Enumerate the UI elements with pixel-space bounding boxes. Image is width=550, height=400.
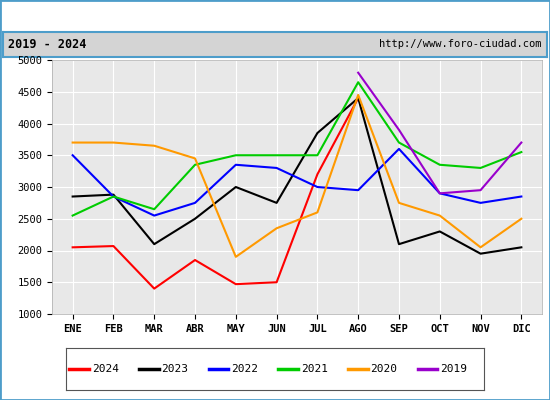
2024 (314, 172, 321, 177)
2024 (110, 244, 117, 248)
2023 (437, 229, 443, 234)
2021 (233, 153, 239, 158)
2021 (355, 80, 361, 85)
Line: 2020: 2020 (73, 95, 521, 257)
2022 (151, 213, 157, 218)
2023 (314, 131, 321, 136)
Text: 2021: 2021 (301, 364, 328, 374)
Line: 2024: 2024 (73, 98, 358, 289)
Text: http://www.foro-ciudad.com: http://www.foro-ciudad.com (379, 39, 542, 49)
2021 (518, 150, 525, 154)
2022 (477, 200, 484, 205)
2022 (233, 162, 239, 167)
2019 (477, 188, 484, 192)
2020 (355, 92, 361, 97)
2024 (355, 96, 361, 100)
2023 (518, 245, 525, 250)
2022 (69, 153, 76, 158)
2024 (192, 258, 199, 262)
2020 (437, 213, 443, 218)
2019 (395, 128, 402, 132)
2022 (192, 200, 199, 205)
2022 (437, 191, 443, 196)
Text: 2022: 2022 (231, 364, 258, 374)
2021 (192, 162, 199, 167)
2020 (314, 210, 321, 215)
2023 (233, 185, 239, 190)
2023 (151, 242, 157, 246)
2023 (110, 192, 117, 197)
Line: 2019: 2019 (358, 73, 521, 193)
2024 (273, 280, 280, 285)
2023 (273, 200, 280, 205)
2021 (395, 140, 402, 145)
2020 (395, 200, 402, 205)
2024 (151, 286, 157, 291)
2022 (395, 146, 402, 151)
2019 (437, 191, 443, 196)
2020 (69, 140, 76, 145)
2020 (192, 156, 199, 161)
2019 (518, 140, 525, 145)
2024 (69, 245, 76, 250)
2021 (151, 207, 157, 212)
Line: 2021: 2021 (73, 82, 521, 216)
Text: 2023: 2023 (162, 364, 189, 374)
2023 (69, 194, 76, 199)
2022 (518, 194, 525, 199)
2021 (437, 162, 443, 167)
2022 (355, 188, 361, 192)
2022 (314, 185, 321, 190)
2021 (69, 213, 76, 218)
2023 (395, 242, 402, 246)
Text: 2024: 2024 (92, 364, 119, 374)
2021 (477, 166, 484, 170)
2020 (110, 140, 117, 145)
2022 (110, 194, 117, 199)
2023 (192, 216, 199, 221)
2022 (273, 166, 280, 170)
2020 (477, 245, 484, 250)
2020 (518, 216, 525, 221)
2021 (273, 153, 280, 158)
2021 (110, 194, 117, 199)
2020 (151, 143, 157, 148)
Line: 2023: 2023 (73, 98, 521, 254)
2023 (355, 96, 361, 100)
Text: Evolucion Nº Turistas Nacionales en el municipio de Vélez-Rubio: Evolucion Nº Turistas Nacionales en el m… (34, 8, 516, 22)
2023 (477, 251, 484, 256)
2020 (273, 226, 280, 231)
2019 (355, 70, 361, 75)
Text: 2019 - 2024: 2019 - 2024 (8, 38, 86, 51)
2020 (233, 254, 239, 259)
Text: 2020: 2020 (371, 364, 398, 374)
2024 (233, 282, 239, 286)
2021 (314, 153, 321, 158)
Line: 2022: 2022 (73, 149, 521, 216)
Text: 2019: 2019 (440, 364, 467, 374)
